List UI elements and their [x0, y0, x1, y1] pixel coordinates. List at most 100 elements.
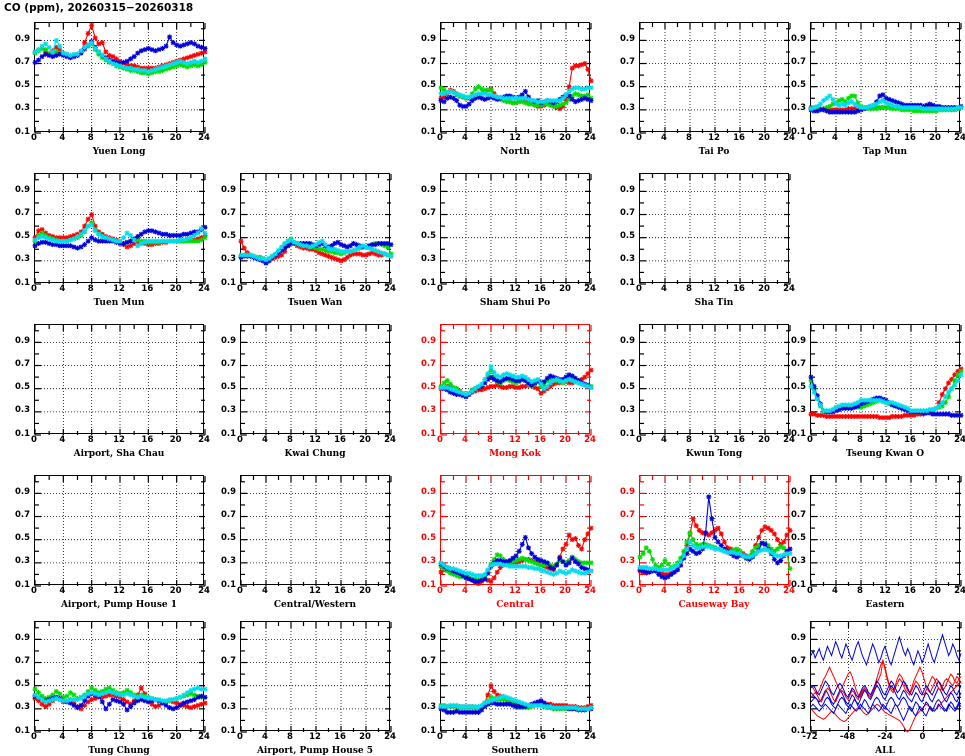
series-marker	[341, 257, 347, 263]
series-marker	[765, 542, 771, 548]
series-marker	[560, 546, 566, 552]
series-marker	[787, 546, 793, 552]
gridlines	[241, 476, 391, 586]
series-marker	[191, 697, 197, 703]
y-tick-label: 0.5	[220, 679, 236, 690]
series-marker	[588, 385, 594, 391]
x-tick-label: 24	[954, 435, 965, 445]
series-marker	[376, 249, 381, 255]
series-marker	[759, 527, 765, 533]
series-marker	[121, 240, 127, 246]
series-marker	[547, 380, 553, 386]
series-marker	[526, 376, 531, 382]
series-marker	[482, 700, 488, 706]
series-marker	[294, 240, 300, 246]
series-marker	[585, 96, 591, 102]
x-tick-label: 12	[509, 133, 521, 143]
y-tick-label: 0.5	[619, 382, 635, 393]
series-marker	[131, 66, 137, 72]
series-marker	[494, 561, 500, 567]
series-marker	[488, 87, 494, 93]
series-marker	[637, 554, 643, 560]
series-marker	[32, 49, 38, 55]
series-marker	[92, 35, 98, 41]
series-marker	[479, 381, 485, 387]
y-tick-label: 0.5	[790, 80, 806, 91]
series-marker	[576, 569, 581, 575]
series-marker	[282, 245, 288, 251]
series-marker	[202, 45, 208, 51]
x-tick-label: 16	[534, 284, 546, 294]
x-tick-label: 8	[287, 586, 293, 596]
series-marker	[731, 553, 737, 559]
series-marker	[174, 42, 180, 48]
series-marker	[510, 376, 516, 382]
series-marker	[85, 223, 91, 229]
series-marker	[855, 108, 861, 114]
series-marker	[846, 106, 851, 112]
series-marker	[911, 412, 917, 418]
panel-title: Airport, Pump House 5	[256, 746, 374, 756]
series-marker	[510, 697, 516, 703]
series-marker	[174, 232, 180, 238]
y-tick-label: 0.3	[619, 254, 635, 265]
series-marker	[78, 48, 84, 54]
series-marker	[529, 559, 535, 565]
x-tick-label: 8	[686, 133, 692, 143]
series-marker	[886, 105, 892, 111]
y-tick-label: 0.1	[14, 428, 30, 439]
series-marker	[145, 65, 151, 71]
series-marker	[541, 568, 547, 574]
y-tick-label: 0.7	[420, 208, 436, 219]
series-marker	[494, 558, 500, 564]
series-marker	[491, 561, 497, 567]
x-tick-label: 24	[198, 586, 210, 596]
series-marker	[877, 99, 883, 105]
series-marker	[366, 245, 372, 251]
series-marker	[36, 228, 42, 234]
x-tick-label: 0	[636, 586, 642, 596]
x-tick-label: 16	[141, 284, 154, 294]
y-tick-label: 0.3	[420, 556, 436, 567]
series-marker	[142, 47, 148, 53]
series-marker	[908, 105, 914, 111]
series-marker	[469, 98, 475, 104]
series-marker	[830, 101, 836, 107]
series-marker	[836, 102, 842, 108]
series-marker	[933, 405, 939, 411]
series-marker	[712, 534, 718, 540]
series-marker	[67, 697, 73, 703]
series-marker	[519, 95, 525, 101]
y-tick-label: 0.1	[220, 579, 236, 590]
series-marker	[817, 107, 823, 113]
series-marker	[883, 400, 889, 406]
series-marker	[117, 692, 123, 698]
series-marker	[466, 390, 472, 396]
series-marker	[811, 389, 817, 395]
series-marker	[538, 698, 544, 704]
series-marker	[472, 704, 478, 710]
series-marker	[678, 562, 684, 568]
series-marker	[124, 58, 130, 64]
series-marker	[737, 551, 743, 557]
series-marker	[743, 554, 749, 560]
series-marker	[184, 41, 190, 47]
series-marker	[326, 249, 331, 255]
series-marker	[504, 95, 510, 101]
y-tick-label: 0.9	[14, 33, 30, 44]
series-marker	[78, 702, 84, 708]
series-marker	[811, 105, 817, 111]
series-marker	[43, 47, 49, 53]
series-marker	[771, 556, 777, 562]
series-marker	[472, 386, 478, 392]
series-marker	[535, 102, 541, 108]
panel-title: Central	[496, 600, 534, 610]
series-marker	[576, 98, 581, 104]
series-line	[810, 658, 962, 699]
series-marker	[497, 379, 503, 385]
series-marker	[572, 379, 578, 385]
series-marker	[759, 540, 765, 546]
panel-title: Airport, Sha Chau	[73, 449, 165, 459]
axis-ticks	[440, 325, 592, 436]
series-marker	[712, 527, 718, 533]
